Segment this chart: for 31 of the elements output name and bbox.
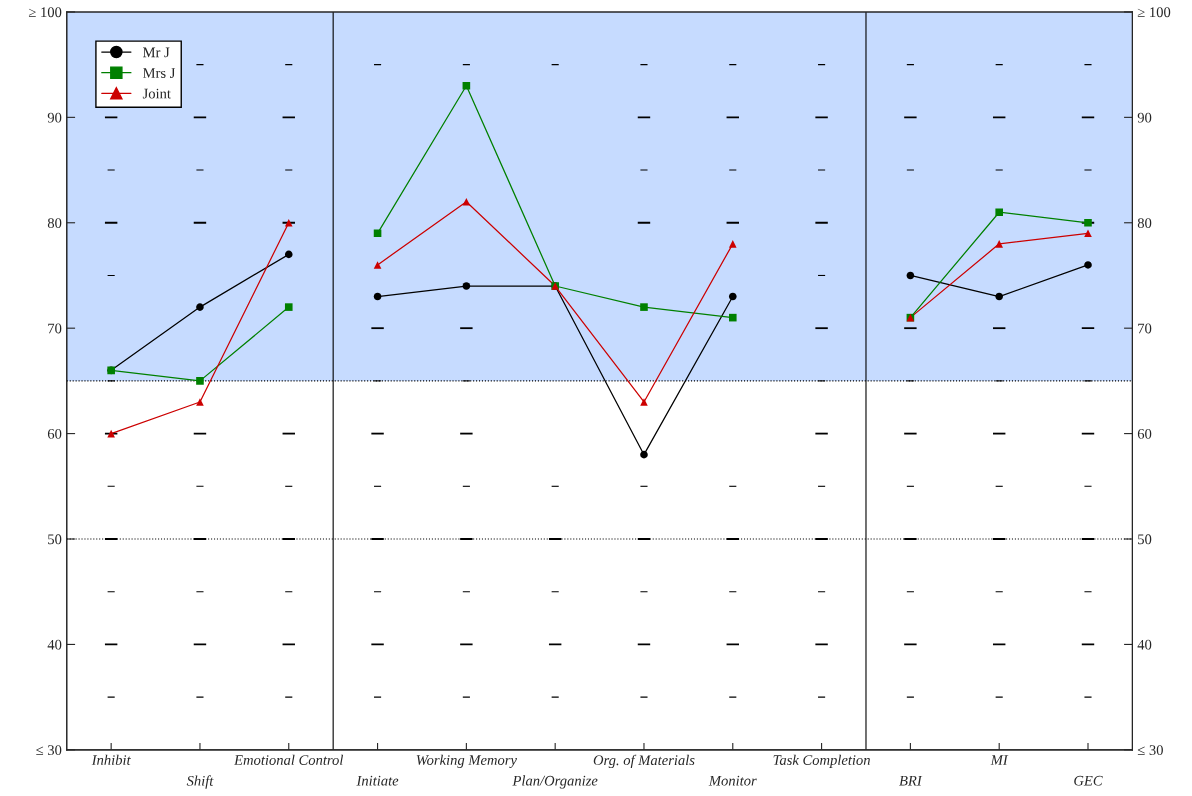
y-tick-label: ≥ 100 [28,7,62,18]
y2-tick-label: 60 [1137,428,1152,439]
x-tick-label: Inhibit [91,754,131,765]
y-tick-label: 60 [47,428,62,439]
y-tick-label: ≤ 30 [36,745,62,756]
x-tick-label: Working Memory [416,754,517,768]
legend-label: Mr J [143,47,170,58]
legend-label: Joint [142,88,171,99]
y-tick-label: 80 [47,218,62,228]
x-tick-label: BRI [899,775,923,786]
y-tick-label: 90 [47,112,62,123]
y-tick-label: 40 [47,639,62,650]
y2-tick-label: 70 [1138,323,1152,334]
y2-tick-label: 50 [1138,534,1152,545]
x-tick-label: Monitor [708,775,757,786]
legend-label: Mrs J [143,68,176,78]
x-tick-label: Shift [186,775,214,789]
y2-tick-label: 90 [1137,112,1152,123]
y-tick-label: 70 [48,323,62,334]
x-tick-label: Org. of Materials [593,754,695,769]
x-tick-label: Emotional Control [233,754,344,765]
y-tick-label: 50 [48,534,62,545]
y2-tick-label: ≥ 100 [1137,7,1171,18]
x-tick-label: Plan/Organize [512,775,598,789]
y2-tick-label: 40 [1137,639,1152,650]
y2-tick-label: 80 [1137,218,1152,228]
x-tick-label: GEC [1074,775,1103,786]
x-tick-label: Task Completion [773,754,870,768]
y2-tick-label: ≤ 30 [1137,745,1163,756]
x-tick-label: MI [990,755,1009,765]
x-tick-label: Initiate [356,775,399,786]
